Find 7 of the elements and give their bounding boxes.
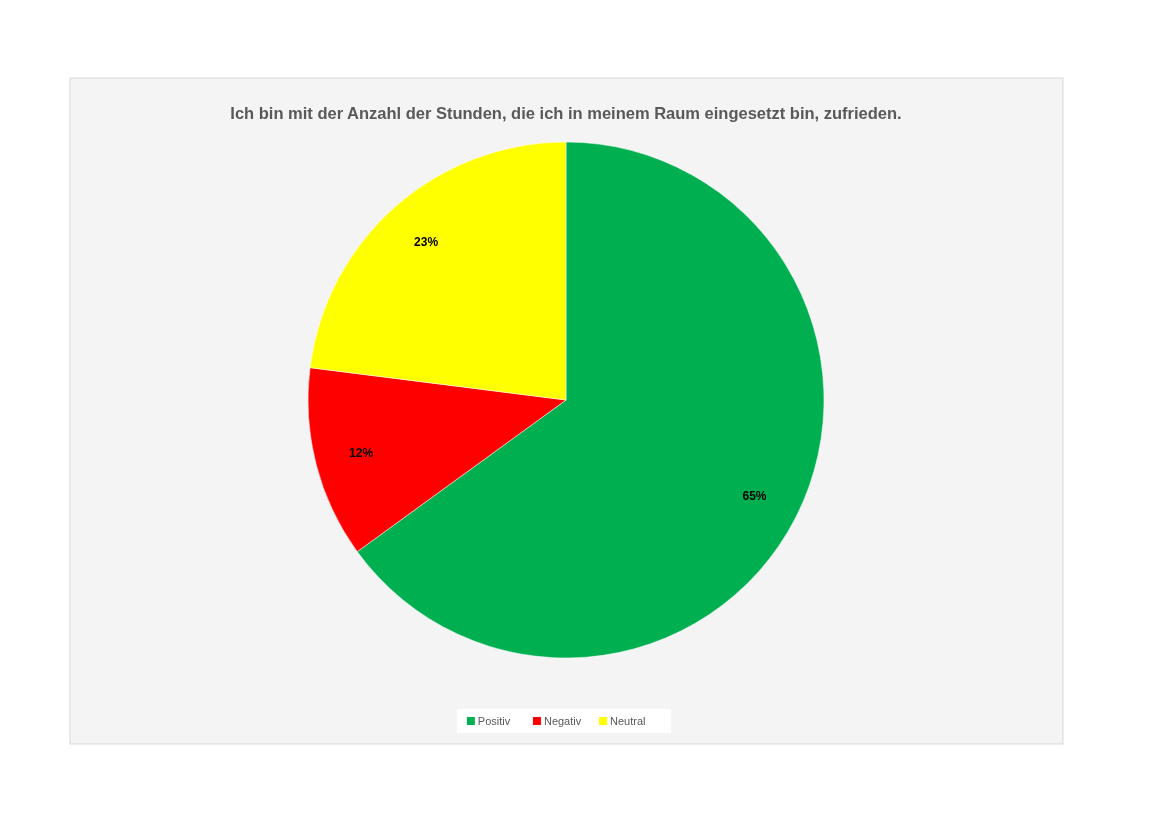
data-label: 23%: [414, 234, 439, 249]
legend-label: Negativ: [543, 714, 582, 727]
legend-label: Positiv: [477, 714, 511, 727]
data-label: 65%: [742, 489, 767, 504]
legend-label: Neutral: [610, 714, 646, 727]
data-label: 12%: [349, 445, 374, 460]
chart-title: Ich bin mit der Anzahl der Stunden, die ich in meinem Raum eingesetzt bin, zufrieden.: [230, 104, 902, 122]
